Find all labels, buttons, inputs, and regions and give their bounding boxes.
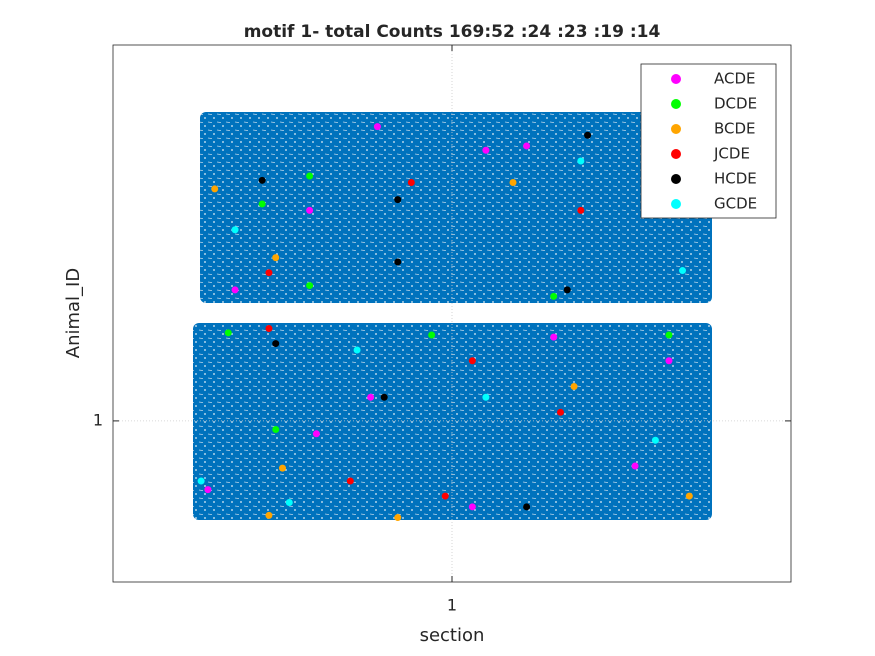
point: [394, 514, 402, 522]
point: [231, 226, 239, 234]
point: [265, 511, 273, 519]
point: [441, 492, 449, 500]
point: [285, 499, 293, 507]
point: [563, 286, 571, 294]
point: [373, 123, 381, 131]
point: [468, 357, 476, 365]
legend-marker: [671, 149, 681, 159]
point: [509, 178, 517, 186]
point: [306, 206, 314, 214]
legend-marker: [671, 74, 681, 84]
point: [407, 178, 415, 186]
point: [631, 462, 639, 470]
point: [482, 393, 490, 401]
point: [394, 258, 402, 266]
y-axis-label: Animal_ID: [63, 268, 84, 358]
legend-label: ACDE: [714, 70, 756, 88]
point: [346, 477, 354, 485]
y-tick-label: 1: [93, 410, 103, 429]
legend-marker: [671, 174, 681, 184]
point: [306, 172, 314, 180]
point: [204, 486, 212, 494]
point: [197, 477, 205, 485]
x-axis-label: section: [420, 625, 485, 646]
point: [367, 393, 375, 401]
point: [679, 267, 687, 275]
point: [380, 393, 388, 401]
point: [265, 325, 273, 333]
x-tick-label: 1: [447, 596, 457, 615]
point: [272, 425, 280, 433]
legend-box: [640, 63, 777, 219]
legend-marker: [671, 99, 681, 109]
legend-marker: [671, 124, 681, 134]
point: [468, 503, 476, 511]
point: [279, 464, 286, 472]
point: [258, 200, 266, 208]
point: [584, 131, 592, 139]
chart-title: motif 1- total Counts 169:52 :24 :23 :19…: [244, 22, 661, 42]
legend-label: BCDE: [714, 120, 756, 138]
axes-box: [112, 44, 792, 583]
point: [394, 196, 402, 204]
point: [482, 146, 490, 154]
point: [272, 254, 280, 262]
point: [665, 331, 673, 339]
point: [685, 492, 693, 500]
point: [577, 157, 585, 165]
point: [577, 206, 585, 214]
point: [312, 430, 320, 438]
point: [550, 333, 558, 341]
point: [231, 286, 239, 294]
point: [550, 292, 558, 300]
point-cloud: [200, 112, 712, 303]
point: [272, 340, 280, 348]
point: [265, 269, 273, 277]
point: [258, 176, 266, 184]
legend-label: HCDE: [714, 170, 757, 188]
legend-marker: [671, 199, 681, 209]
point: [523, 142, 531, 150]
point-cloud: [193, 323, 712, 520]
point: [224, 329, 232, 337]
point: [665, 357, 673, 365]
legend-label: JCDE: [713, 145, 750, 163]
point: [523, 503, 531, 511]
point: [570, 383, 578, 391]
point: [353, 346, 361, 354]
point: [428, 331, 436, 339]
point: [556, 408, 564, 416]
legend-label: GCDE: [714, 195, 757, 213]
legend-label: DCDE: [714, 95, 757, 113]
point: [306, 282, 314, 290]
point: [211, 185, 219, 193]
point: [651, 436, 659, 444]
